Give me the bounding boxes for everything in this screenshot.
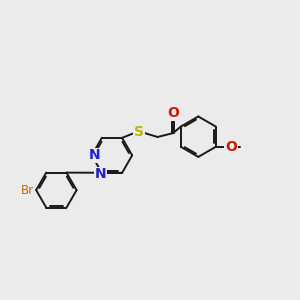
Text: N: N: [94, 167, 106, 181]
Text: N: N: [88, 148, 100, 162]
Text: S: S: [134, 124, 144, 139]
Text: Br: Br: [21, 184, 34, 196]
Text: O: O: [225, 140, 237, 154]
Text: O: O: [167, 106, 179, 120]
